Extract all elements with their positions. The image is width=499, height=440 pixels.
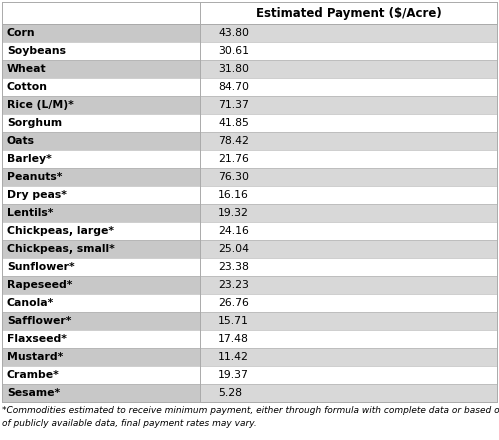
Bar [2, 168, 200, 186]
Bar [2, 24, 200, 42]
Text: 24.16: 24.16 [218, 226, 249, 236]
Text: Safflower*: Safflower* [7, 316, 71, 326]
Bar [2, 150, 200, 168]
Text: Oats: Oats [7, 136, 35, 146]
Bar [200, 294, 497, 312]
Text: Chickpeas, small*: Chickpeas, small* [7, 244, 115, 254]
Bar [200, 366, 497, 384]
Bar [200, 42, 497, 60]
Text: 25.04: 25.04 [218, 244, 249, 254]
Text: Rapeseed*: Rapeseed* [7, 280, 72, 290]
Bar [200, 384, 497, 402]
Text: 16.16: 16.16 [218, 190, 249, 200]
Bar [2, 312, 200, 330]
Text: 23.23: 23.23 [218, 280, 249, 290]
Bar [2, 186, 200, 204]
Bar [200, 60, 497, 78]
Text: 71.37: 71.37 [218, 100, 249, 110]
Bar [2, 60, 200, 78]
Text: Rice (L/M)*: Rice (L/M)* [7, 100, 74, 110]
Bar [2, 114, 200, 132]
Text: Dry peas*: Dry peas* [7, 190, 67, 200]
Text: Peanuts*: Peanuts* [7, 172, 62, 182]
Text: Cotton: Cotton [7, 82, 48, 92]
Bar [200, 204, 497, 222]
Text: Estimated Payment ($/Acre): Estimated Payment ($/Acre) [255, 7, 442, 19]
Text: Flaxseed*: Flaxseed* [7, 334, 67, 344]
Text: Wheat: Wheat [7, 64, 46, 74]
Text: Mustard*: Mustard* [7, 352, 63, 362]
Bar [2, 96, 200, 114]
Bar [2, 78, 200, 96]
Text: Crambe*: Crambe* [7, 370, 60, 380]
Text: 26.76: 26.76 [218, 298, 249, 308]
Bar [200, 258, 497, 276]
Text: 76.30: 76.30 [218, 172, 249, 182]
Text: 15.71: 15.71 [218, 316, 249, 326]
Bar [200, 150, 497, 168]
Text: 31.80: 31.80 [218, 64, 249, 74]
Bar [200, 132, 497, 150]
Bar [2, 2, 497, 24]
Text: 23.38: 23.38 [218, 262, 249, 272]
Text: 41.85: 41.85 [218, 118, 249, 128]
Text: 5.28: 5.28 [218, 388, 242, 398]
Text: Sesame*: Sesame* [7, 388, 60, 398]
Bar [200, 96, 497, 114]
Text: 17.48: 17.48 [218, 334, 249, 344]
Bar [200, 222, 497, 240]
Bar [200, 78, 497, 96]
Bar [2, 132, 200, 150]
Text: *Commodities estimated to receive minimum payment, either through formula with c: *Commodities estimated to receive minimu… [2, 406, 499, 415]
Text: Soybeans: Soybeans [7, 46, 66, 56]
Text: 19.37: 19.37 [218, 370, 249, 380]
Bar [2, 384, 200, 402]
Bar [2, 348, 200, 366]
Bar [200, 348, 497, 366]
Text: Canola*: Canola* [7, 298, 54, 308]
Text: 19.32: 19.32 [218, 208, 249, 218]
Bar [2, 42, 200, 60]
Bar [2, 276, 200, 294]
Bar [2, 204, 200, 222]
Text: 11.42: 11.42 [218, 352, 249, 362]
Text: Sunflower*: Sunflower* [7, 262, 75, 272]
Bar [200, 240, 497, 258]
Bar [2, 222, 200, 240]
Bar [200, 330, 497, 348]
Bar [200, 114, 497, 132]
Text: 21.76: 21.76 [218, 154, 249, 164]
Text: Sorghum: Sorghum [7, 118, 62, 128]
Text: Barley*: Barley* [7, 154, 52, 164]
Bar [2, 258, 200, 276]
Bar [2, 366, 200, 384]
Text: Lentils*: Lentils* [7, 208, 53, 218]
Bar [2, 294, 200, 312]
Bar [200, 186, 497, 204]
Bar [200, 312, 497, 330]
Text: 30.61: 30.61 [218, 46, 249, 56]
Bar [2, 240, 200, 258]
Text: 43.80: 43.80 [218, 28, 249, 38]
Bar [200, 168, 497, 186]
Text: 78.42: 78.42 [218, 136, 249, 146]
Bar [200, 24, 497, 42]
Text: Chickpeas, large*: Chickpeas, large* [7, 226, 114, 236]
Text: Corn: Corn [7, 28, 35, 38]
Text: of publicly available data, final payment rates may vary.: of publicly available data, final paymen… [2, 419, 257, 428]
Text: 84.70: 84.70 [218, 82, 249, 92]
Bar [200, 276, 497, 294]
Bar [2, 330, 200, 348]
